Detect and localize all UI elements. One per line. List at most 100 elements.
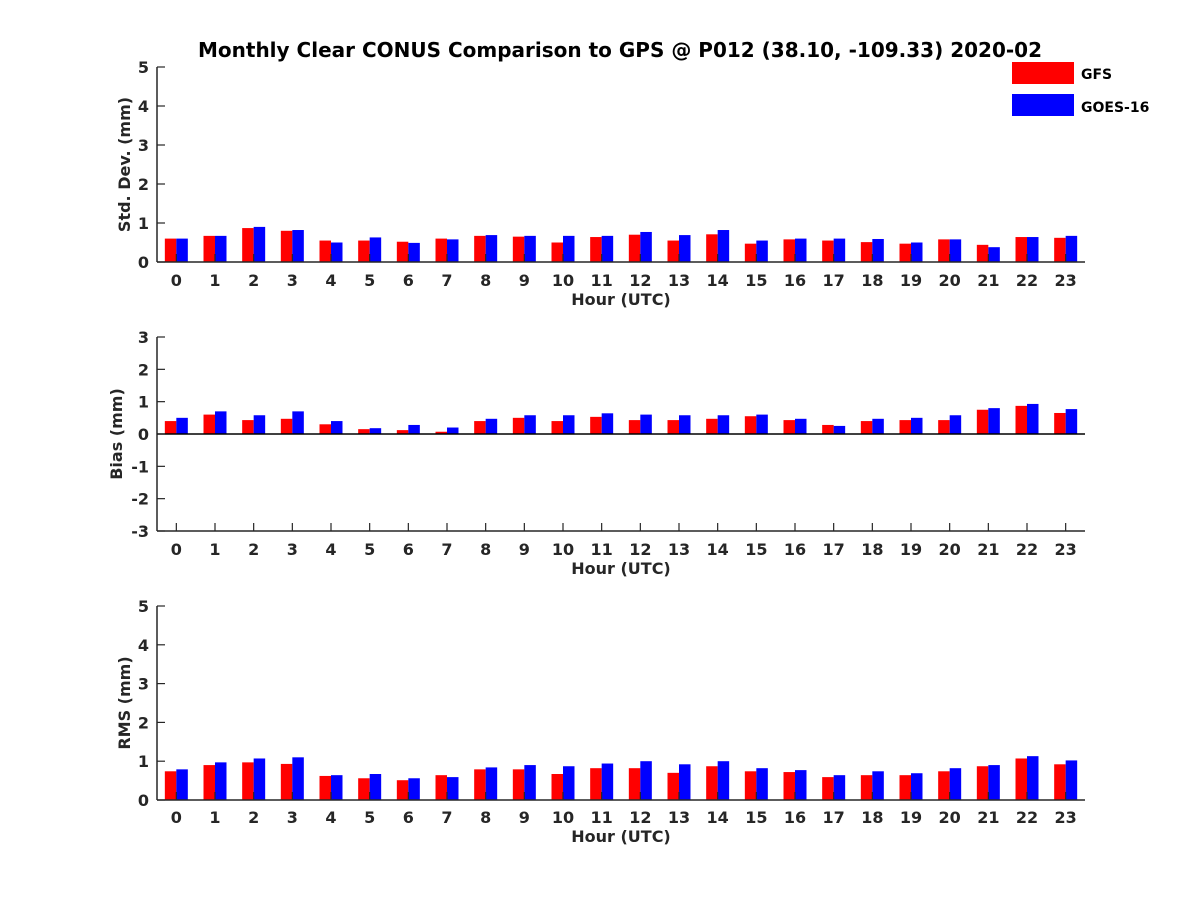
std-dev-bar [706,234,718,262]
std-dev-bar [872,238,884,262]
rms-series-gfs [164,758,1066,800]
bias-bar [938,420,950,434]
rms-bar [1027,756,1039,800]
rms-xtick-label: 6 [403,808,414,827]
bias-series-gfs [164,405,1066,434]
bias-bar [524,415,536,434]
bias-bar [164,421,177,434]
std-dev-xtick-label: 12 [629,271,651,290]
std-dev-xtick-label: 7 [441,271,452,290]
bias-bar [679,415,691,434]
std-dev-bar [164,238,177,262]
rms-bar [242,762,254,800]
std-dev-xtick-label: 10 [552,271,574,290]
bias-bar [706,418,718,434]
bias-bar [447,427,459,434]
std-dev-xtick-label: 21 [977,271,999,290]
rms-bar [331,775,343,800]
std-dev-xtick-label: 14 [707,271,729,290]
bias-xtick-label: 17 [823,540,845,559]
std-dev-bar [331,242,343,262]
std-dev-xtick-label: 8 [480,271,491,290]
std-dev-bar [833,238,846,262]
rms-bar [601,763,614,800]
rms-bar [474,769,486,800]
rms-xtick-label: 9 [519,808,530,827]
rms-bar [447,777,459,800]
bias-xtick-label: 14 [707,540,729,559]
std-dev-bar [949,239,962,262]
rms-xtick-label: 16 [784,808,806,827]
bias-xtick-label: 3 [287,540,298,559]
std-dev-bar [679,235,691,262]
std-dev-bar [590,237,602,262]
bias-xtick-label: 1 [209,540,220,559]
rms-xtick-label: 23 [1055,808,1077,827]
rms-xtick-label: 8 [480,808,491,827]
std-dev-bar [524,235,536,262]
std-dev-ytick-label: 2 [138,175,149,194]
rms-xtick-label: 7 [441,808,452,827]
std-dev-bar [911,242,923,262]
std-dev-bar [899,243,911,262]
bias-bar [795,418,807,434]
std-dev-bar [756,240,768,262]
rms-ytick-label: 2 [138,713,149,732]
bias-ytick-label: 3 [138,328,149,347]
bias-xtick-label: 13 [668,540,690,559]
std-dev-bar [203,235,215,262]
bias-ytick-label: 1 [138,393,149,412]
bias-xtick-label: 2 [248,540,259,559]
std-dev-bar [474,235,486,262]
rms-bar [253,758,266,800]
rms-bar [628,768,641,800]
bias-bar [822,424,834,434]
rms-bar [667,772,679,800]
std-dev-ytick-label: 0 [138,253,149,272]
rms-bar [396,780,409,800]
bias-bar [1027,403,1039,434]
rms-bar [590,768,602,800]
bias-bar [253,415,266,434]
rms-xtick-label: 1 [209,808,220,827]
bias-xtick-label: 21 [977,540,999,559]
std-dev-xtick-label: 9 [519,271,530,290]
std-dev-xtick-label: 1 [209,271,220,290]
std-dev-bar [640,231,652,262]
rms-bar [756,768,768,800]
std-dev-bar [976,244,989,262]
rms-xtick-label: 0 [171,808,182,827]
std-dev-bar [551,242,563,262]
rms-bar [435,775,447,800]
bias-bar [911,417,923,434]
rms-bar [860,775,873,800]
rms-xtick-label: 3 [287,808,298,827]
bias-ytick-label: -1 [131,457,149,476]
bias-bar [717,415,730,434]
bias-xtick-label: 0 [171,540,182,559]
bias-ytick-label: -2 [131,490,149,509]
bias-xtick-label: 23 [1055,540,1077,559]
rms-bar [783,772,795,800]
std-dev-xtick-label: 5 [364,271,375,290]
std-dev-xtick-label: 4 [325,271,336,290]
bias-xtick-label: 6 [403,540,414,559]
std-dev-bar [319,240,331,262]
std-dev-bar [512,236,525,262]
rms-bar [899,775,911,800]
bias-bar [369,428,382,434]
rms-xtick-label: 18 [861,808,883,827]
bias-xtick-label: 8 [480,540,491,559]
rms-x-axis-label: Hour (UTC) [571,827,671,846]
bias-bar [1054,412,1066,434]
bias-bar [860,421,873,434]
bias-xtick-label: 16 [784,540,806,559]
std-dev-x-axis-label: Hour (UTC) [571,290,671,309]
std-dev-bar [242,228,254,262]
std-dev-bar [280,230,293,262]
rms-xtick-label: 22 [1016,808,1038,827]
std-dev-bar [628,234,641,262]
std-dev-xtick-label: 19 [900,271,922,290]
